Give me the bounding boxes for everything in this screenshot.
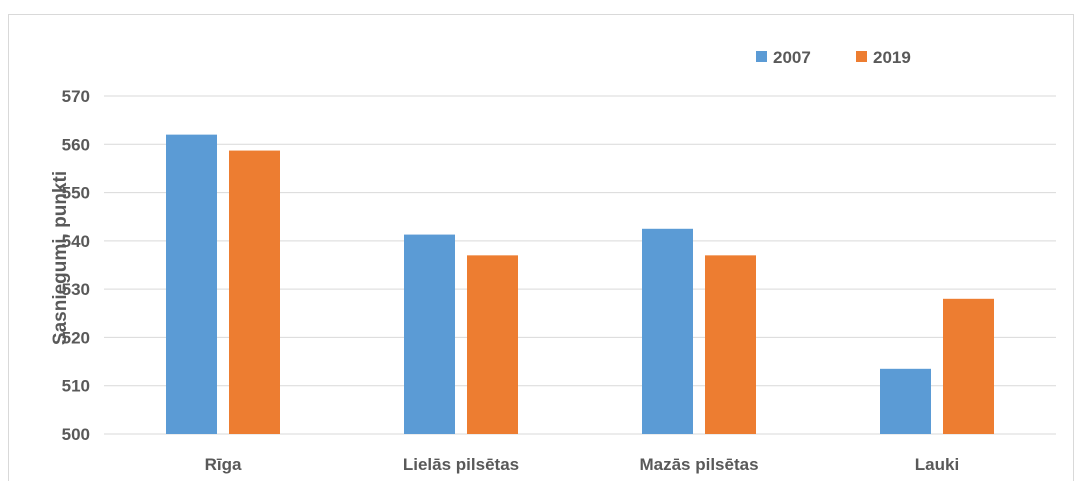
y-axis-label: Sasniegumi, punkti <box>50 171 71 345</box>
x-tick-label: Lielās pilsētas <box>403 455 519 474</box>
x-tick-label: Lauki <box>915 455 959 474</box>
y-tick-label: 520 <box>62 328 90 347</box>
bar-2007-3 <box>642 228 693 434</box>
x-tick-label: Rīga <box>205 455 242 474</box>
legend-swatch-2019 <box>856 51 867 62</box>
bar-2007-4 <box>880 368 931 434</box>
bar-2019-3 <box>705 255 756 434</box>
legend-label-2007: 2007 <box>773 48 811 67</box>
legend-swatch-2007 <box>756 51 767 62</box>
y-tick-label: 510 <box>62 377 90 396</box>
x-axis-ticks: Rīga Lielās pilsētas Mazās pilsētas Lauki <box>205 455 960 474</box>
bar-2007-2 <box>404 234 455 434</box>
y-axis-ticks: 500 510 520 530 540 550 560 570 <box>62 87 90 444</box>
y-tick-label: 550 <box>62 184 90 203</box>
y-tick-label: 570 <box>62 87 90 106</box>
bar-2019-1 <box>229 150 280 434</box>
y-tick-label: 540 <box>62 232 90 251</box>
bars <box>166 134 994 434</box>
y-tick-label: 560 <box>62 135 90 154</box>
legend-label-2019: 2019 <box>873 48 911 67</box>
bar-2019-2 <box>467 255 518 434</box>
y-tick-label: 530 <box>62 280 90 299</box>
bar-2007-1 <box>166 134 217 434</box>
legend: 2007 2019 <box>756 48 911 67</box>
y-tick-label: 500 <box>62 425 90 444</box>
x-tick-label: Mazās pilsētas <box>639 455 758 474</box>
bar-2019-4 <box>943 298 994 434</box>
